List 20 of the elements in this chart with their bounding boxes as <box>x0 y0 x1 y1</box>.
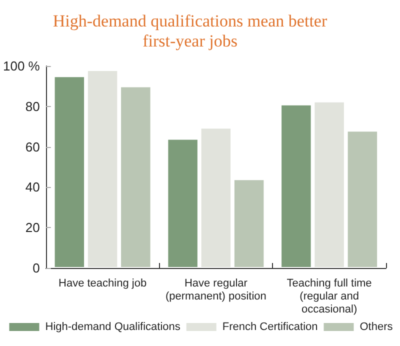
legend-label: Others <box>360 321 394 333</box>
x-tick-label: Have teaching job <box>58 278 147 290</box>
x-tick-label: Teaching full time (regular and occasional) <box>286 278 372 316</box>
bar <box>233 179 265 268</box>
y-tick-label: 0 <box>32 260 40 276</box>
y-tick-label: 20 <box>25 220 40 236</box>
bar <box>346 130 378 268</box>
y-tick-label: 40 <box>25 180 40 195</box>
bar <box>54 76 86 268</box>
bar <box>200 128 232 268</box>
x-tick-label: Have regular (permanent) position <box>165 278 266 302</box>
chart-title: High-demand qualifications mean better first-year jobs <box>52 12 328 50</box>
legend-label: High-demand Qualifications <box>45 321 181 333</box>
y-tick-label: 60 <box>25 139 40 154</box>
y-tick-label: 80 <box>25 98 40 114</box>
legend-label: French Certification <box>222 321 318 333</box>
bar <box>86 70 118 268</box>
bar <box>120 86 152 268</box>
bar <box>167 138 198 268</box>
y-tick-label: 100 % <box>2 58 40 74</box>
